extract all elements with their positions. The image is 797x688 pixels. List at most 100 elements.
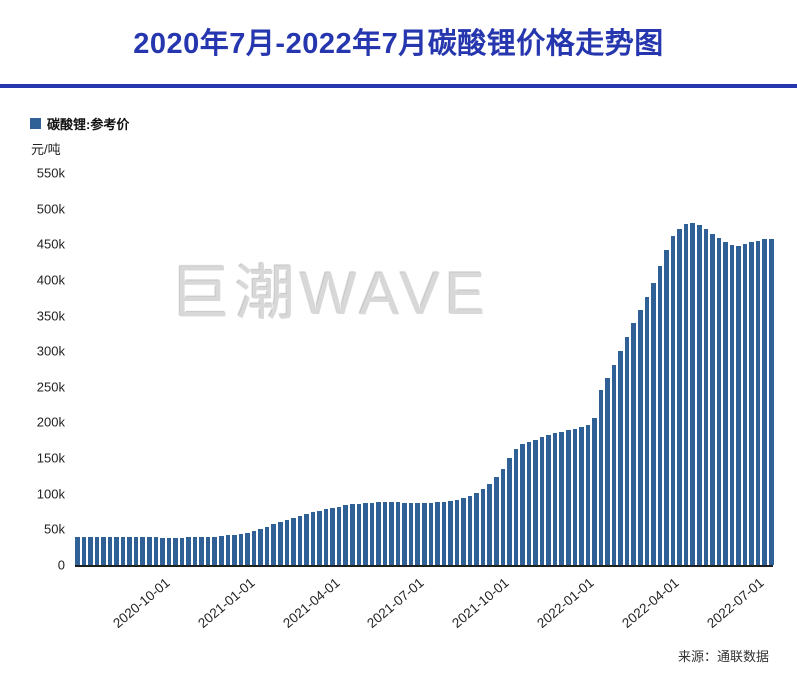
y-axis-unit-label: 元/吨: [31, 142, 61, 157]
y-axis-label: 250k: [36, 379, 65, 395]
bar: [683, 224, 689, 565]
bar: [670, 235, 676, 565]
bar: [742, 243, 748, 565]
bar: [461, 498, 466, 565]
bar: [605, 377, 610, 565]
bar: [710, 233, 715, 565]
y-axis-label: 50k: [44, 521, 65, 537]
y-axis-label: 400k: [36, 272, 65, 288]
bar: [729, 244, 735, 565]
y-axis-label: 500k: [36, 201, 65, 217]
bar: [336, 506, 342, 565]
y-axis-label: 450k: [36, 236, 65, 252]
bar: [238, 534, 244, 565]
bar: [539, 437, 545, 565]
bar: [749, 242, 754, 565]
bar: [166, 537, 172, 565]
bar: [552, 433, 558, 565]
bar: [356, 503, 362, 565]
bar: [572, 428, 578, 565]
bar: [232, 534, 237, 565]
bar: [186, 537, 191, 565]
bar: [723, 242, 728, 565]
bar: [147, 537, 152, 565]
bar: [330, 507, 335, 565]
bar: [310, 512, 316, 565]
x-axis-label: 2021-10-01: [449, 575, 512, 631]
bar: [598, 390, 604, 565]
bar: [369, 502, 375, 565]
chart: 0 50k 100k 150k 200k 250k 300k 350k 400k 450k 500k…: [5, 166, 795, 573]
bar: [323, 509, 329, 565]
bar: [376, 502, 381, 565]
x-axis-label: 2021-07-01: [364, 575, 428, 631]
bar: [494, 477, 499, 565]
bar: [677, 228, 682, 565]
bar: [408, 503, 414, 565]
bar: [703, 229, 709, 565]
bar: [212, 536, 218, 565]
bar: [173, 537, 178, 565]
bar: [120, 537, 126, 565]
bar: [264, 526, 270, 565]
bar: [768, 238, 774, 565]
bar: [690, 222, 695, 565]
bar: [467, 496, 473, 565]
x-axis-label: 2022-07-01: [703, 575, 767, 631]
bar: [559, 431, 565, 565]
bar: [192, 537, 198, 565]
bar: [579, 427, 584, 565]
title-divider: [0, 84, 797, 88]
bar: [638, 309, 643, 565]
bar: [81, 536, 87, 565]
source-note: 来源：通联数据: [677, 649, 769, 664]
bar: [696, 225, 702, 565]
legend-label: 碳酸锂:参考价: [47, 117, 130, 132]
bar: [480, 488, 486, 565]
bar: [114, 537, 119, 565]
bar-series: [75, 173, 774, 565]
bar: [277, 522, 283, 565]
page-title: 2020年7月-2022年7月碳酸锂价格走势图: [133, 28, 664, 60]
bar: [487, 483, 492, 565]
x-axis-label: 2021-01-01: [194, 575, 258, 631]
bar: [533, 439, 538, 565]
bar: [88, 536, 93, 565]
bar: [225, 535, 231, 565]
y-axis: 0 50k 100k 150k 200k 250k 300k 350k 400k 450k 500k…: [5, 166, 69, 573]
bar: [624, 336, 630, 565]
bar: [500, 468, 506, 565]
bar: [349, 504, 355, 565]
bar: [736, 245, 741, 565]
x-axis-label: 2020-10-01: [110, 575, 173, 631]
bar: [127, 537, 132, 565]
bar: [513, 448, 519, 565]
bar: [435, 502, 440, 565]
y-axis-label: 200k: [36, 414, 65, 430]
bar: [179, 537, 185, 565]
bar: [317, 510, 322, 565]
y-axis-label: 550k: [36, 165, 65, 181]
bar: [160, 537, 165, 565]
bar: [716, 237, 722, 565]
bar: [441, 501, 447, 565]
bar: [153, 537, 159, 565]
bar: [304, 514, 309, 565]
bar: [402, 502, 407, 565]
bar: [382, 502, 388, 565]
bar: [140, 537, 146, 565]
bar: [507, 458, 512, 565]
bar: [199, 537, 204, 565]
plot-area: 巨潮WAVE: [75, 173, 774, 567]
y-axis-label: 0: [57, 557, 65, 573]
legend-swatch-icon: [30, 118, 41, 129]
bar: [297, 515, 303, 565]
x-axis-label: 2021-04-01: [279, 575, 343, 631]
y-axis-label: 150k: [36, 450, 65, 466]
x-axis-label: 2022-04-01: [618, 575, 682, 631]
bar: [448, 500, 453, 565]
bar: [526, 441, 532, 565]
bar: [245, 532, 250, 565]
bar: [284, 520, 290, 565]
